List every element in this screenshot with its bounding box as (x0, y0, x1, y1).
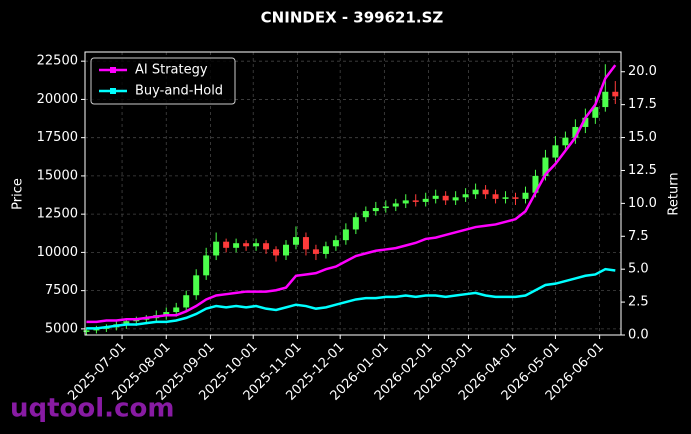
candle-body (302, 237, 309, 250)
candle-body (442, 195, 449, 201)
candle-body (213, 241, 220, 256)
y2-tick-label: 5.0 (628, 262, 649, 277)
candle-body (482, 189, 489, 195)
candle-body (572, 126, 579, 138)
candle-body (183, 295, 190, 308)
candle-body (452, 197, 459, 201)
candle-body (292, 237, 299, 245)
candle-body (332, 240, 339, 247)
candle-body (133, 319, 140, 322)
y-axis-label: Price (11, 178, 26, 210)
candle-body (283, 244, 289, 256)
candle-body (472, 189, 479, 195)
candle-body (592, 107, 599, 118)
candle-body (532, 175, 539, 193)
candle-body (432, 195, 439, 199)
y2-axis-label: Return (667, 172, 682, 215)
candle-body (602, 91, 609, 108)
y-tick-label: 17500 (37, 130, 78, 145)
y2-tick-label: 7.5 (628, 229, 649, 244)
candle-body (322, 246, 329, 254)
legend-label: Buy-and-Hold (135, 84, 223, 99)
return-line (86, 267, 616, 330)
candle-body (612, 91, 619, 97)
plot-frame (84, 51, 622, 336)
candle-body (203, 255, 210, 276)
y2-tick-label: 12.5 (628, 163, 657, 178)
candle-body (372, 208, 379, 212)
y2-tick-label: 17.5 (628, 97, 657, 112)
chart-title: CNINDEX - 399621.SZ (261, 9, 444, 27)
legend-marker (110, 88, 116, 94)
candle-body (163, 312, 170, 316)
watermark: uqtool.com (10, 394, 174, 424)
y2-tick-label: 15.0 (628, 130, 657, 145)
candle-body (312, 249, 319, 254)
candle-body (422, 198, 429, 202)
y2-tick-label: 0.0 (628, 328, 649, 343)
candle-body (362, 211, 369, 218)
candle-body (492, 194, 499, 199)
candle-body (562, 137, 569, 146)
candle-body (243, 243, 250, 247)
candle-body (123, 321, 130, 325)
y-tick-label: 5000 (45, 321, 78, 336)
y-tick-label: 10000 (37, 245, 78, 260)
y2-tick-label: 10.0 (628, 196, 657, 211)
candle-body (552, 145, 559, 158)
candle-body (233, 243, 240, 248)
legend-label: AI Strategy (135, 63, 208, 78)
candle-body (522, 192, 529, 199)
y2-tick-label: 2.5 (628, 295, 649, 310)
candle-body (342, 229, 349, 241)
candle-body (462, 194, 469, 198)
candle-body (402, 200, 409, 204)
candle-body (582, 117, 589, 127)
candle-body (253, 243, 260, 247)
y-tick-label: 20000 (37, 92, 78, 107)
y-tick-label: 15000 (37, 168, 78, 183)
candle-body (502, 197, 509, 199)
candle-body (382, 206, 389, 209)
candle-body (263, 243, 270, 250)
candle-body (512, 197, 519, 199)
candle-body (83, 330, 90, 332)
candle-body (392, 203, 399, 207)
candle-body (352, 217, 359, 230)
candle-body (542, 157, 549, 176)
y-tick-label: 7500 (45, 283, 78, 298)
candle-body (273, 249, 280, 256)
candle-body (412, 200, 419, 202)
candle-body (193, 275, 200, 296)
legend-marker (110, 67, 116, 73)
y-tick-label: 22500 (37, 54, 78, 69)
y-tick-label: 12500 (37, 207, 78, 222)
return-line (86, 64, 617, 324)
candle-body (173, 307, 180, 313)
candle-body (223, 241, 230, 248)
y2-tick-label: 20.0 (628, 64, 657, 79)
